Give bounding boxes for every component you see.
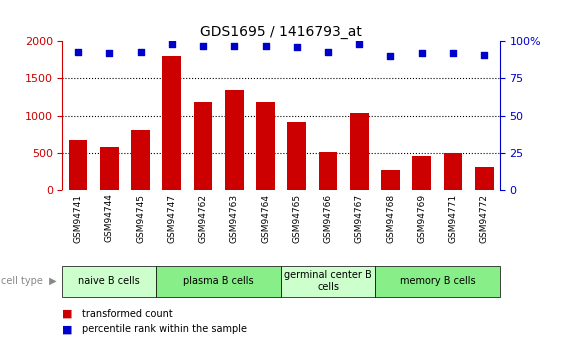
Bar	[412, 156, 431, 190]
Point	[386, 53, 395, 59]
Text: naive B cells: naive B cells	[78, 276, 140, 286]
Point	[261, 43, 270, 49]
Text: cell type  ▶: cell type ▶	[1, 276, 57, 286]
Bar	[131, 130, 150, 190]
Bar	[287, 122, 306, 190]
Text: memory B cells: memory B cells	[399, 276, 475, 286]
Point	[136, 49, 145, 55]
Bar	[194, 102, 212, 190]
Text: percentile rank within the sample: percentile rank within the sample	[82, 325, 247, 334]
Point	[167, 42, 176, 47]
Text: GSM94768: GSM94768	[386, 194, 395, 243]
Bar	[350, 112, 369, 190]
Point	[292, 45, 301, 50]
Bar	[100, 147, 119, 190]
Point	[479, 52, 488, 58]
Bar	[256, 102, 275, 190]
Text: GSM94762: GSM94762	[199, 194, 207, 243]
Text: GSM94747: GSM94747	[168, 194, 176, 243]
Bar	[444, 152, 462, 190]
Bar	[475, 167, 494, 190]
Point	[448, 50, 457, 56]
Text: ■: ■	[62, 325, 73, 334]
Bar	[225, 90, 244, 190]
Point	[105, 50, 114, 56]
Text: GSM94772: GSM94772	[480, 194, 488, 243]
Text: plasma B cells: plasma B cells	[183, 276, 254, 286]
Text: GSM94766: GSM94766	[324, 194, 332, 243]
Text: GSM94771: GSM94771	[449, 194, 457, 243]
Text: germinal center B
cells: germinal center B cells	[284, 270, 372, 292]
Text: GSM94764: GSM94764	[261, 194, 270, 243]
Text: ■: ■	[62, 309, 73, 319]
Point	[229, 43, 239, 49]
Text: GSM94763: GSM94763	[230, 194, 239, 243]
Text: GSM94741: GSM94741	[74, 194, 82, 243]
Text: transformed count: transformed count	[82, 309, 173, 319]
Point	[73, 49, 83, 55]
Text: GSM94769: GSM94769	[417, 194, 426, 243]
Bar	[381, 170, 400, 190]
Text: GSM94765: GSM94765	[293, 194, 301, 243]
Bar	[319, 152, 337, 190]
Point	[354, 42, 364, 47]
Text: GSM94767: GSM94767	[355, 194, 364, 243]
Point	[417, 50, 426, 56]
Text: GSM94744: GSM94744	[105, 194, 114, 243]
Bar	[162, 56, 181, 190]
Point	[198, 43, 207, 49]
Bar	[62, 266, 156, 297]
Bar	[69, 140, 87, 190]
Bar	[375, 266, 500, 297]
Text: GSM94745: GSM94745	[136, 194, 145, 243]
Point	[323, 49, 332, 55]
Bar	[281, 266, 375, 297]
Title: GDS1695 / 1416793_at: GDS1695 / 1416793_at	[201, 25, 362, 39]
Bar	[156, 266, 281, 297]
